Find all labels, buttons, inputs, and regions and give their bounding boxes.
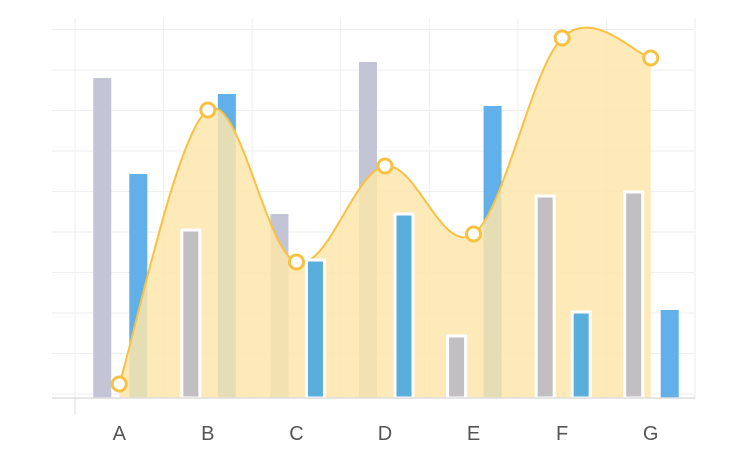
x-tick-label: C xyxy=(289,423,303,445)
x-tick-label: G xyxy=(643,423,659,445)
x-tick-label: D xyxy=(378,423,392,445)
area-markers xyxy=(110,29,660,393)
bar xyxy=(623,190,645,400)
bar xyxy=(93,78,112,398)
bar xyxy=(446,334,468,400)
area-fill xyxy=(119,27,651,399)
area-line xyxy=(118,26,652,385)
bar xyxy=(534,194,556,400)
data-point xyxy=(199,101,217,119)
bar xyxy=(304,258,326,400)
data-point xyxy=(465,225,483,243)
data-point xyxy=(642,49,660,67)
data-point xyxy=(287,253,305,271)
x-tick-labels: A B C D E F G xyxy=(113,423,659,445)
x-tick-label: F xyxy=(556,423,568,445)
data-point xyxy=(376,157,394,175)
data-point xyxy=(553,29,571,47)
bar xyxy=(180,228,202,400)
x-tick-label: B xyxy=(201,423,214,445)
x-tick-label: E xyxy=(467,423,480,445)
bar-series xyxy=(180,190,645,400)
bar xyxy=(393,212,415,400)
x-tick-label: A xyxy=(113,423,127,445)
bar xyxy=(570,310,592,400)
bar xyxy=(660,310,679,398)
data-point xyxy=(110,375,128,393)
